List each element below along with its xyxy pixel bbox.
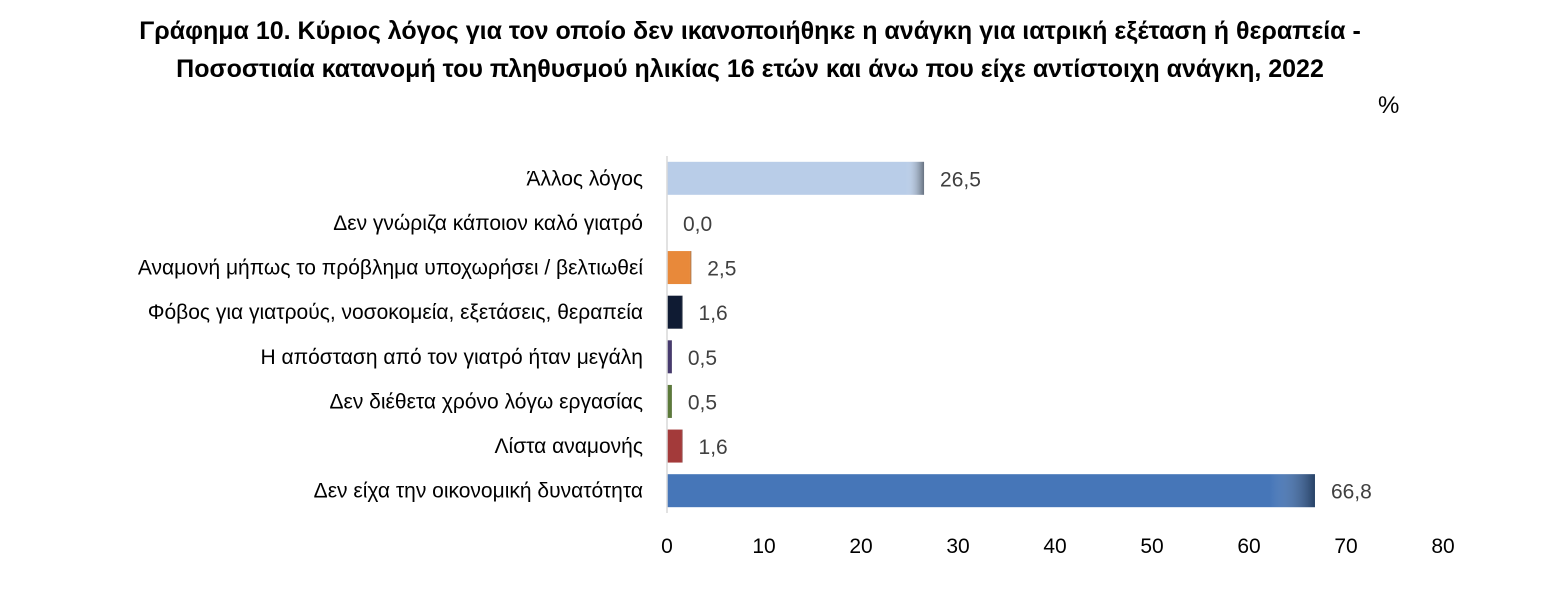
value-labels-layer: 26,5 0,0 2,5 1,6 0,5 0,5 1,6 66,8 (683, 168, 1372, 503)
x-tick-label: 30 (946, 535, 969, 558)
category-label: Φόβος για γιατρούς, νοσοκομεία, εξετάσει… (148, 301, 643, 324)
x-tick-label: 60 (1237, 535, 1260, 558)
x-tick-label: 80 (1431, 535, 1454, 558)
value-label: 0,0 (683, 213, 712, 236)
chart-title: Γράφημα 10. Κύριος λόγος για τον οποίο δ… (0, 12, 1500, 88)
value-label: 1,6 (699, 436, 728, 459)
bar-shade (667, 161, 925, 195)
value-label: 66,8 (1331, 481, 1372, 504)
value-label: 2,5 (707, 258, 736, 281)
value-label: 1,6 (699, 302, 728, 325)
value-label: 0,5 (688, 347, 717, 370)
x-axis: 0 10 20 30 40 50 60 70 80 (661, 156, 1455, 558)
bar-shade (667, 474, 1315, 508)
unit-label: % (1378, 92, 1400, 119)
category-label: Η απόσταση από τον γιατρό ήταν μεγάλη (260, 346, 643, 369)
category-label: Άλλος λόγος (527, 167, 644, 190)
bar-shade (667, 340, 672, 374)
x-tick-label: 0 (661, 535, 673, 558)
chart-title-line-1: Γράφημα 10. Κύριος λόγος για τον οποίο δ… (139, 17, 1361, 45)
x-tick-label: 50 (1140, 535, 1163, 558)
x-tick-label: 70 (1334, 535, 1357, 558)
category-label: Δεν είχα την οικονομική δυνατότητα (314, 480, 643, 503)
category-label: Δεν γνώριζα κάποιον καλό γιατρό (333, 212, 643, 235)
category-label: Δεν διέθετα χρόνο λόγω εργασίας (329, 390, 643, 413)
category-label: Λίστα αναμονής (495, 435, 644, 458)
value-label: 26,5 (940, 168, 981, 191)
x-tick-label: 10 (752, 535, 775, 558)
category-labels-layer: Άλλος λόγος Δεν γνώριζα κάποιον καλό γιατ… (138, 167, 643, 502)
bar-shade (667, 295, 683, 329)
value-label: 0,5 (688, 391, 717, 414)
bar-shade (667, 384, 672, 418)
bar-shade (667, 429, 683, 463)
category-label: Αναμονή μήπως το πρόβλημα υποχωρήσει / β… (138, 257, 643, 280)
bar-shade (667, 251, 692, 285)
x-tick-label: 40 (1043, 535, 1066, 558)
chart-title-line-2: Ποσοστιαία κατανομή του πληθυσμού ηλικία… (176, 55, 1324, 83)
bars-layer (667, 161, 1315, 508)
x-tick-label: 20 (849, 535, 872, 558)
